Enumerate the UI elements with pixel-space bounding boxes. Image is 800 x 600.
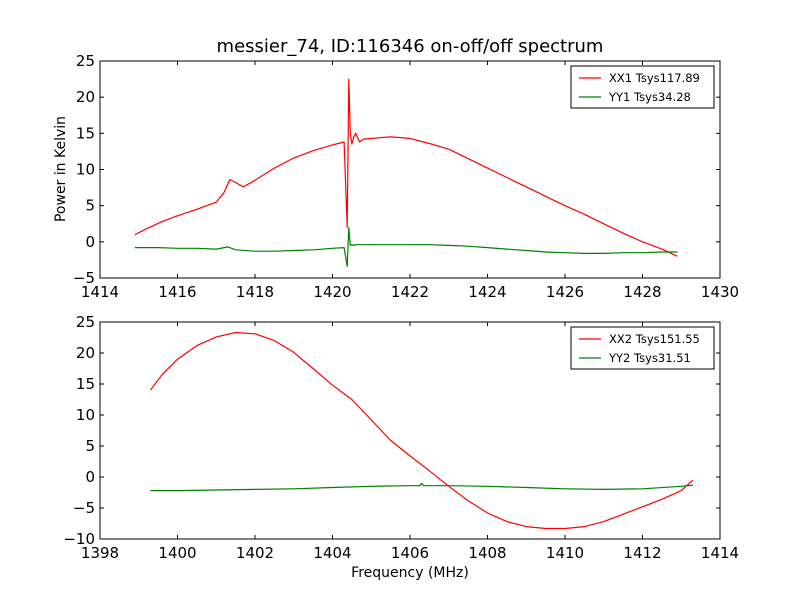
legend: XX2 Tsys151.55 YY2 Tsys31.51 <box>570 326 715 370</box>
y-tick-label: 10 <box>76 161 95 179</box>
y-tick-label: 10 <box>76 406 95 424</box>
x-tick-label: 1418 <box>236 283 274 301</box>
y-tick-label: 5 <box>85 197 95 215</box>
x-tick-label: 1424 <box>468 283 506 301</box>
x-tick-label: 1416 <box>158 283 196 301</box>
series-line-1 <box>149 331 694 530</box>
x-tick-label: 1426 <box>546 283 584 301</box>
y-tick-label: −5 <box>73 499 95 517</box>
legend-label: YY1 Tsys34.28 <box>608 90 691 104</box>
series-line-2 <box>150 482 693 492</box>
y-tick-label: 15 <box>76 124 95 142</box>
plot-panel-bottom: 1398 1400 1402 1404 1406 1408 1410 1412 1414 −10 −… <box>63 313 739 562</box>
x-axis-label: Frequency (MHz) <box>351 565 469 581</box>
y-tick-label: 0 <box>85 468 95 486</box>
x-tick-label: 1414 <box>701 544 739 562</box>
x-tick-label: 1430 <box>701 283 739 301</box>
legend: XX1 Tsys117.89 YY1 Tsys34.28 <box>570 65 715 109</box>
series-line-1 <box>134 78 678 257</box>
x-tick-label: 1414 <box>81 283 119 301</box>
x-tick-label: 1398 <box>81 544 119 562</box>
y-tick-label: 20 <box>76 88 95 106</box>
x-tick-label: 1406 <box>391 544 429 562</box>
legend-box <box>570 65 715 109</box>
x-tick-label: 1400 <box>158 544 196 562</box>
series-line-2 <box>134 226 678 267</box>
y-tick-label: 25 <box>76 313 95 331</box>
y-tick-label: 15 <box>76 375 95 393</box>
x-tick-label: 1422 <box>391 283 429 301</box>
chart-title: messier_74, ID:116346 on-off/off spectru… <box>217 36 604 57</box>
x-tick-label: 1420 <box>313 283 351 301</box>
y-tick-label: 0 <box>85 233 95 251</box>
plot-panel-top: 1414 1416 1418 1420 1422 1424 1426 1428 1430 −5 0 5… <box>73 52 739 301</box>
x-tick-label: 1428 <box>623 283 661 301</box>
y-tick-label: 25 <box>76 52 95 70</box>
legend-box <box>570 326 715 370</box>
x-tick-label: 1404 <box>313 544 351 562</box>
y-tick-label: −10 <box>63 530 95 548</box>
x-tick-label: 1402 <box>236 544 274 562</box>
x-tick-label: 1410 <box>546 544 584 562</box>
y-tick-label: 5 <box>85 437 95 455</box>
y-tick-label: −5 <box>73 269 95 287</box>
legend-label: XX1 Tsys117.89 <box>609 71 700 85</box>
y-axis-label: Power in Kelvin <box>53 116 69 222</box>
y-tick-label: 20 <box>76 344 95 362</box>
legend-label: YY2 Tsys31.51 <box>608 351 691 365</box>
x-tick-label: 1412 <box>623 544 661 562</box>
x-tick-label: 1408 <box>468 544 506 562</box>
legend-label: XX2 Tsys151.55 <box>609 332 700 346</box>
